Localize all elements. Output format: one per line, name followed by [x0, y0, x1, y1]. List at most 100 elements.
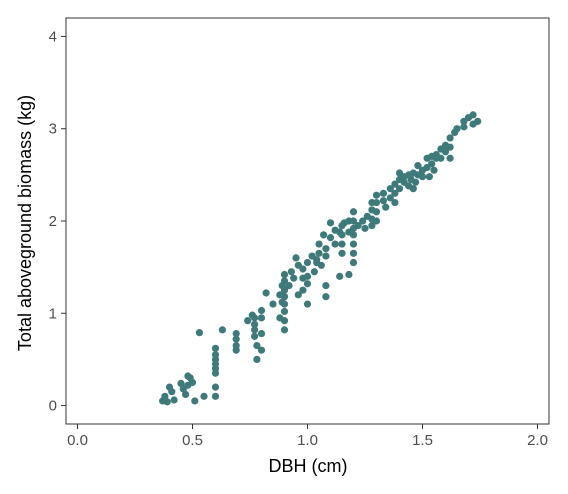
data-point — [191, 397, 198, 404]
y-tick-label: 4 — [49, 28, 57, 45]
data-point — [382, 204, 389, 211]
data-point — [470, 111, 477, 118]
data-point — [251, 326, 258, 333]
data-point — [200, 393, 207, 400]
data-point — [338, 240, 345, 247]
data-point — [410, 185, 417, 192]
data-point — [288, 268, 295, 275]
x-axis-ticks: 0.0 0.5 1.0 1.5 2.0 — [67, 424, 548, 449]
data-point — [212, 370, 219, 377]
data-point — [391, 199, 398, 206]
data-point — [196, 329, 203, 336]
data-point — [428, 160, 435, 167]
data-point — [281, 317, 288, 324]
data-point — [168, 388, 175, 395]
data-point — [318, 262, 325, 269]
data-point — [322, 282, 329, 289]
data-point — [304, 300, 311, 307]
data-point — [338, 231, 345, 238]
data-point — [396, 185, 403, 192]
data-point — [350, 208, 357, 215]
data-point — [269, 300, 276, 307]
data-point — [212, 383, 219, 390]
data-point — [350, 240, 357, 247]
data-point — [290, 275, 297, 282]
plot-panel-border — [66, 18, 549, 424]
data-point — [315, 240, 322, 247]
data-point — [258, 330, 265, 337]
y-tick-label: 0 — [49, 398, 57, 415]
data-point — [299, 265, 306, 272]
data-point — [251, 314, 258, 321]
data-point — [361, 225, 368, 232]
data-point — [322, 293, 329, 300]
data-point — [281, 293, 288, 300]
data-point — [263, 289, 270, 296]
data-point — [233, 336, 240, 343]
data-point — [299, 287, 306, 294]
y-tick-label: 1 — [49, 305, 57, 322]
data-point — [315, 250, 322, 257]
data-point — [182, 391, 189, 398]
data-point — [322, 245, 329, 252]
data-point — [345, 271, 352, 278]
data-point — [460, 123, 467, 130]
data-point — [412, 179, 419, 186]
data-point — [171, 396, 178, 403]
data-point — [338, 250, 345, 257]
data-point — [447, 144, 454, 151]
data-point — [244, 317, 251, 324]
x-tick-label: 1.0 — [297, 432, 318, 449]
data-point — [437, 155, 444, 162]
data-point — [281, 300, 288, 307]
data-point — [233, 347, 240, 354]
data-point — [322, 252, 329, 259]
data-point — [281, 308, 288, 315]
data-point — [258, 314, 265, 321]
data-point — [373, 208, 380, 215]
data-point — [327, 234, 334, 241]
data-point — [419, 173, 426, 180]
data-point — [251, 333, 258, 340]
y-axis-title: Total aboveground biomass (kg) — [15, 95, 35, 351]
data-point — [304, 273, 311, 280]
data-point — [258, 307, 265, 314]
data-point — [327, 219, 334, 226]
data-point — [373, 199, 380, 206]
data-point — [212, 393, 219, 400]
data-point — [453, 125, 460, 132]
x-tick-label: 0.5 — [182, 432, 203, 449]
data-point — [373, 192, 380, 199]
data-point — [292, 254, 299, 261]
data-point — [373, 217, 380, 224]
data-point — [281, 326, 288, 333]
data-point — [350, 259, 357, 266]
data-point — [447, 155, 454, 162]
data-point — [212, 345, 219, 352]
data-point — [164, 398, 171, 405]
x-tick-label: 1.5 — [412, 432, 433, 449]
y-tick-label: 3 — [49, 121, 57, 138]
data-point — [474, 118, 481, 125]
data-point — [253, 356, 260, 363]
x-tick-label: 2.0 — [527, 432, 548, 449]
data-point — [304, 259, 311, 266]
data-point — [286, 282, 293, 289]
data-point — [350, 231, 357, 238]
data-point — [219, 326, 226, 333]
data-point — [336, 273, 343, 280]
data-point — [189, 379, 196, 386]
data-point — [320, 231, 327, 238]
data-point — [447, 134, 454, 141]
x-axis-title: DBH (cm) — [269, 456, 348, 476]
data-point — [430, 167, 437, 174]
data-point — [304, 280, 311, 287]
data-points — [159, 111, 481, 405]
data-point — [350, 250, 357, 257]
x-tick-label: 0.0 — [67, 432, 88, 449]
data-point — [281, 271, 288, 278]
data-point — [380, 197, 387, 204]
data-point — [258, 347, 265, 354]
data-point — [311, 268, 318, 275]
